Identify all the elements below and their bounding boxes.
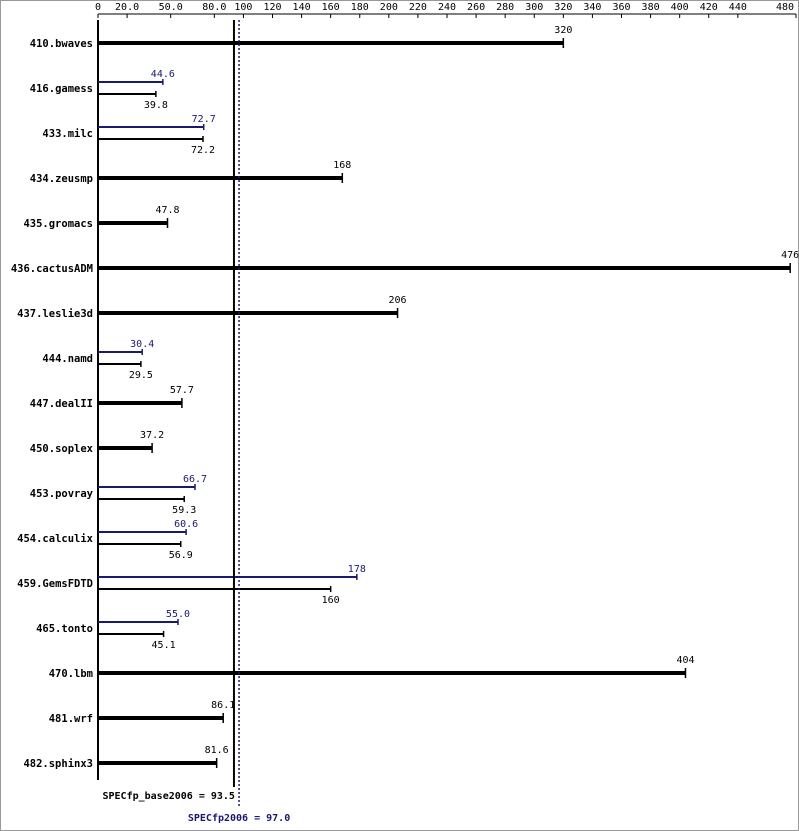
- x-tick-label: 360: [612, 2, 630, 13]
- x-tick-label: 340: [583, 2, 601, 13]
- value-label: 168: [333, 160, 351, 171]
- category-label: 436.cactusADM: [11, 263, 93, 275]
- value-label: 404: [676, 655, 694, 666]
- x-tick-label: 220: [409, 2, 427, 13]
- value-label: 81.6: [205, 745, 229, 756]
- reference-label: SPECfp2006 = 97.0: [188, 813, 290, 824]
- value-label: 86.1: [211, 700, 235, 711]
- x-tick-label: 240: [438, 2, 456, 13]
- value-label: 30.4: [130, 339, 154, 350]
- x-tick-label: 200: [380, 2, 398, 13]
- x-tick-label: 380: [642, 2, 660, 13]
- category-label: 447.dealII: [30, 398, 93, 410]
- category-label: 416.gamess: [30, 83, 93, 95]
- value-label: 178: [348, 564, 366, 575]
- value-label: 72.2: [191, 145, 215, 156]
- value-label: 37.2: [140, 430, 164, 441]
- category-label: 453.povray: [30, 488, 94, 500]
- reference-label: SPECfp_base2006 = 93.5: [103, 791, 235, 802]
- category-label: 444.namd: [42, 353, 93, 365]
- value-label: 57.7: [170, 385, 194, 396]
- value-label: 72.7: [192, 114, 216, 125]
- x-tick-label: 160: [322, 2, 340, 13]
- value-label: 39.8: [144, 100, 168, 111]
- value-label: 55.0: [166, 609, 190, 620]
- category-label: 410.bwaves: [30, 38, 93, 50]
- value-label: 66.7: [183, 474, 207, 485]
- x-tick-label: 120: [263, 2, 281, 13]
- x-tick-label: 140: [293, 2, 311, 13]
- value-label: 45.1: [152, 640, 176, 651]
- value-label: 59.3: [172, 505, 196, 516]
- category-label: 434.zeusmp: [30, 173, 93, 185]
- category-label: 450.soplex: [30, 443, 94, 455]
- category-label: 481.wrf: [49, 713, 93, 725]
- category-label: 465.tonto: [36, 623, 93, 635]
- value-label: 60.6: [174, 519, 198, 530]
- value-label: 47.8: [155, 205, 179, 216]
- category-label: 433.milc: [42, 128, 93, 140]
- x-tick-label: 280: [496, 2, 514, 13]
- x-tick-label: 320: [554, 2, 572, 13]
- value-label: 206: [389, 295, 407, 306]
- x-tick-label: 100: [234, 2, 252, 13]
- x-tick-label: 180: [351, 2, 369, 13]
- category-label: 454.calculix: [17, 533, 94, 545]
- value-label: 476: [781, 250, 799, 261]
- category-label: 482.sphinx3: [23, 758, 93, 770]
- x-tick-label: 400: [671, 2, 689, 13]
- category-label: 437.leslie3d: [17, 308, 93, 320]
- x-tick-label: 0: [95, 2, 101, 13]
- category-label: 470.lbm: [49, 668, 93, 680]
- x-tick-label: 480: [776, 2, 794, 13]
- x-tick-label: 440: [729, 2, 747, 13]
- value-label: 29.5: [129, 370, 153, 381]
- value-label: 320: [554, 25, 572, 36]
- x-tick-label: 260: [467, 2, 485, 13]
- x-tick-label: 20.0: [115, 2, 139, 13]
- category-label: 459.GemsFDTD: [17, 578, 93, 590]
- x-tick-label: 80.0: [202, 2, 226, 13]
- value-label: 44.6: [151, 69, 175, 80]
- value-label: 160: [322, 595, 340, 606]
- x-tick-label: 50.0: [159, 2, 183, 13]
- category-label: 435.gromacs: [23, 218, 93, 230]
- x-tick-label: 420: [700, 2, 718, 13]
- value-label: 56.9: [169, 550, 193, 561]
- x-tick-label: 300: [525, 2, 543, 13]
